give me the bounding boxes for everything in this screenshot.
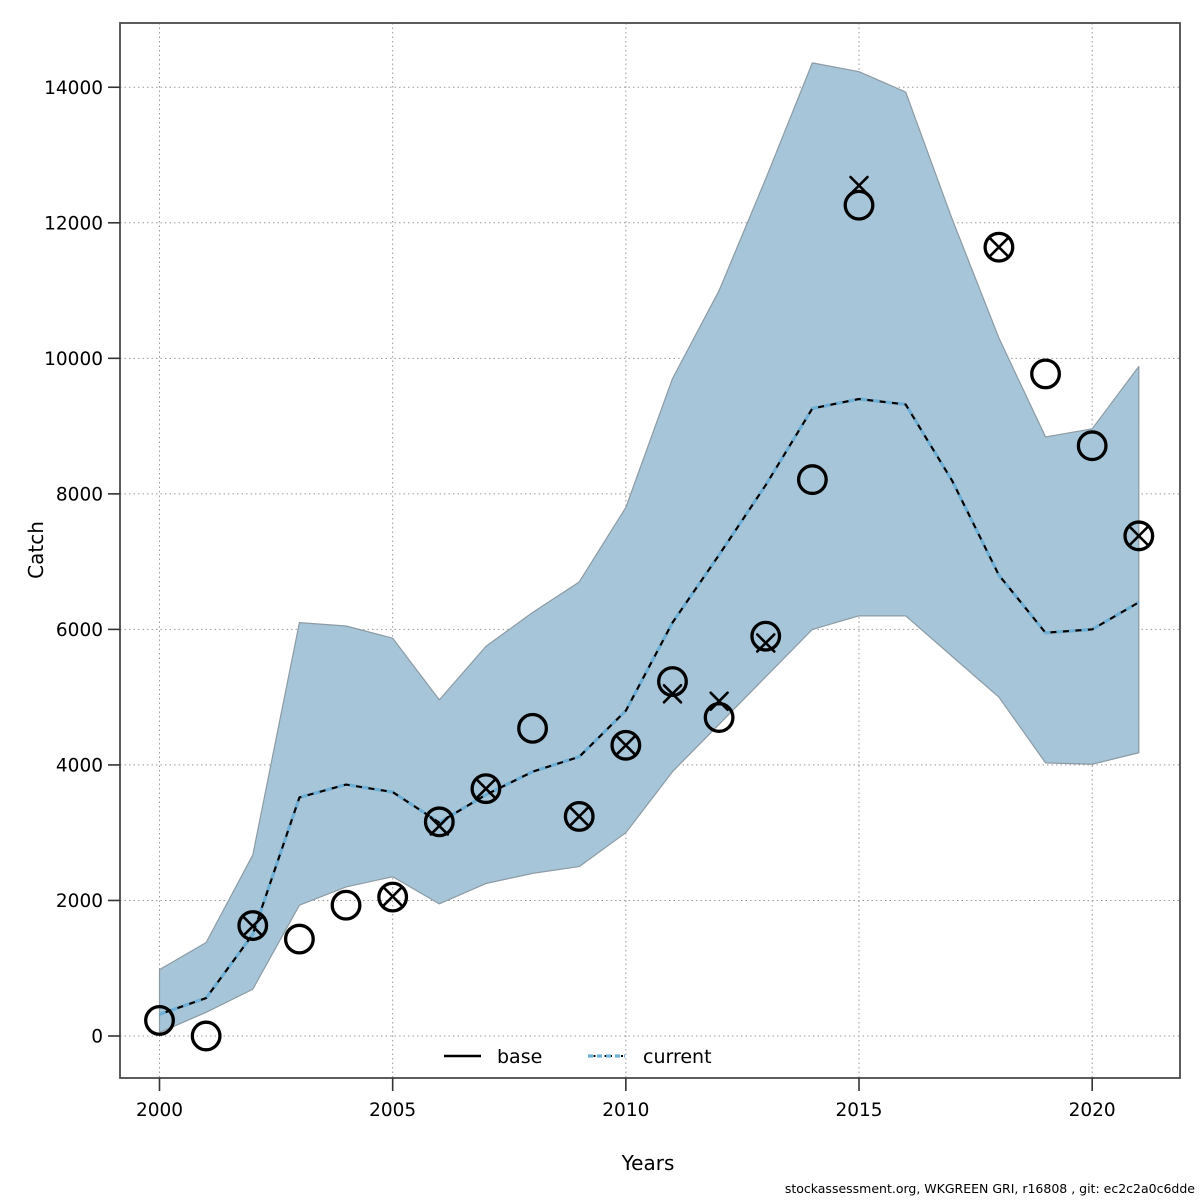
legend-current-label: current [643,1046,712,1068]
observation-cross [849,175,869,196]
observation-circle [703,702,735,733]
y-axis-label: Catch [24,521,48,579]
plot-frame [119,22,1181,1079]
y-tick-label: 0 [91,1027,103,1048]
x-tick-label: 2015 [835,1100,882,1121]
y-tick-label: 10000 [44,349,103,370]
observation-circle [796,464,828,496]
y-tick-label: 8000 [56,484,103,505]
legend-base-label: base [497,1046,542,1068]
x-tick-label: 2020 [1069,1100,1116,1121]
observation-circle [423,806,455,838]
y-tick-label: 2000 [56,891,103,912]
observation-markers [144,175,1155,1052]
observation-cross [709,691,729,712]
observation-cross [989,237,1009,257]
observation-circle [983,231,1015,263]
observation-cross [242,916,263,937]
y-tick-label: 12000 [44,213,103,234]
observation-circle [144,1004,175,1036]
observation-circle [190,1020,222,1052]
observation-cross [569,806,590,827]
observation-cross [476,778,496,799]
observation-circle [610,729,642,761]
confidence-band [158,62,1140,1034]
observation-cross [429,816,450,836]
x-axis-label: Years [621,1151,675,1175]
observation-cross [382,886,403,907]
observation-circle [1030,358,1061,390]
observation-circle [563,800,595,832]
observation-circle [843,189,875,221]
observation-circle [517,712,549,744]
footer-credit: stockassessment.org, WKGREEN GRI, r16808… [784,1181,1195,1196]
x-tick-label: 2005 [369,1100,416,1121]
observation-circle [470,773,502,805]
observation-circle [237,910,269,941]
observation-cross [1129,526,1149,546]
axis-ticks: 0 2000 4000 6000 8000 10000 12000 14000 2000 2005… [44,78,1116,1121]
x-tick-label: 2000 [136,1100,183,1121]
observation-circle [750,620,782,652]
observation-circle [283,923,315,955]
observation-cross [616,735,636,756]
observation-circle [1123,520,1155,552]
y-tick-label: 6000 [56,620,103,641]
observation-circle [330,889,362,921]
x-tick-label: 2010 [602,1100,649,1121]
observation-cross [755,633,776,653]
legend: base current [444,1046,712,1068]
y-tick-label: 4000 [56,755,103,776]
y-tick-label: 14000 [44,78,103,99]
base-line [159,397,1140,1016]
observation-circle [1076,430,1108,462]
observation-cross [662,683,683,704]
observation-circle [377,881,409,913]
